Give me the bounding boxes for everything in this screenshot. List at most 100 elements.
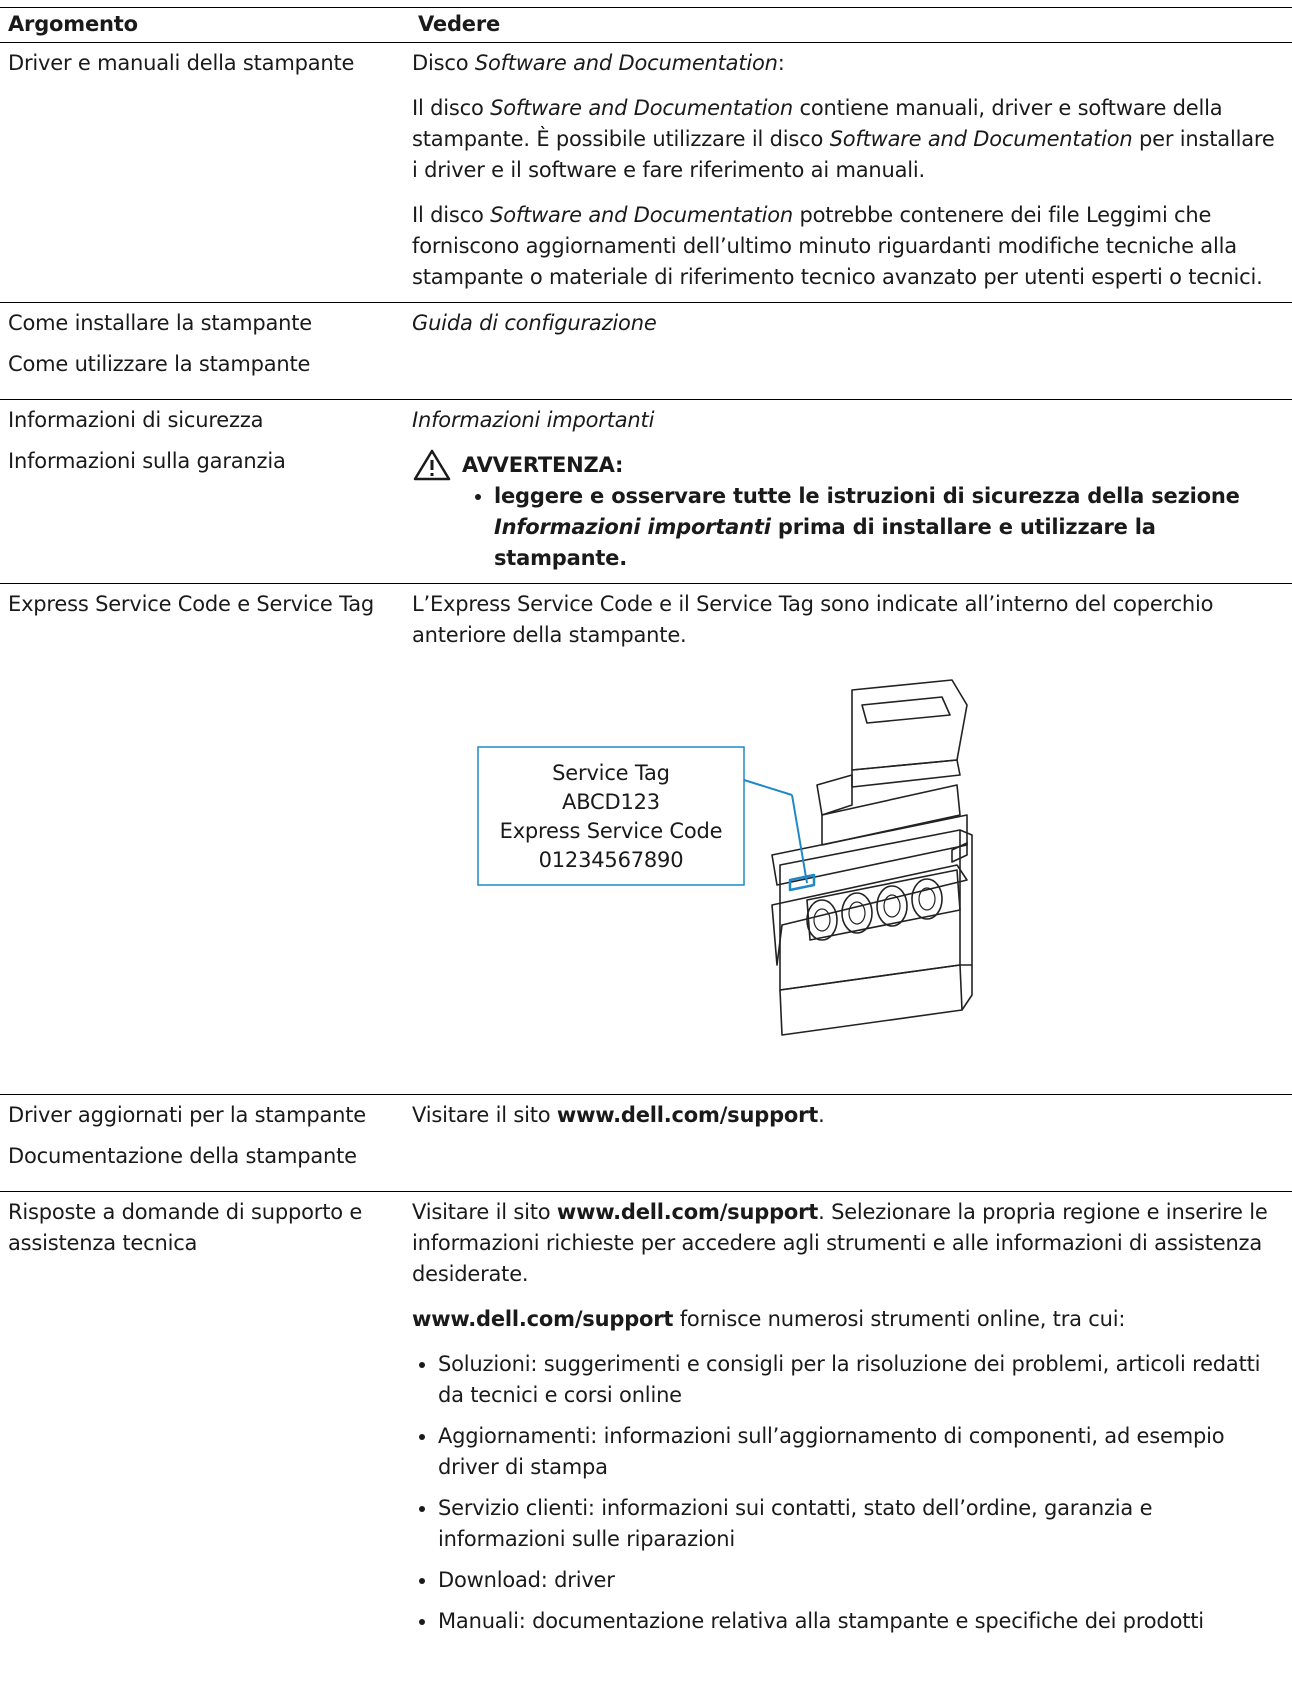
- paragraph: Guida di configurazione: [412, 308, 1282, 339]
- document-tray: [861, 696, 951, 724]
- warning-icon: [413, 449, 451, 481]
- text-run: prima di installare e utilizzare la stam…: [494, 515, 1156, 570]
- text-run: .: [818, 1103, 825, 1127]
- text-run: Download: driver: [438, 1568, 615, 1592]
- topic: Express Service Code e Service Tag: [8, 592, 375, 616]
- content-cell: L’Express Service Code e il Service Tag …: [410, 584, 1292, 1095]
- topic: Informazioni sulla garanzia: [8, 449, 286, 473]
- table-body: Driver e manuali della stampante Disco So…: [0, 43, 1292, 1657]
- text-run: per installare i driver e il software e …: [412, 127, 1275, 182]
- callout-box: [477, 746, 745, 886]
- header-row: Argomento Vedere: [0, 7, 1292, 43]
- italic-run: Guida di configurazione: [412, 311, 657, 335]
- toner-cartridge: [876, 885, 908, 927]
- toner-cap: [918, 887, 936, 911]
- callout-leader: [743, 779, 793, 796]
- topic: Come utilizzare la stampante: [8, 352, 311, 376]
- text-run: Il disco: [412, 96, 491, 120]
- table-row: Express Service Code e Service Tag L’Expr…: [0, 583, 1292, 1095]
- bold-run: www.dell.com/support: [556, 1103, 819, 1127]
- content-cell: Informazioni importanti AVVERTENZA: legger…: [410, 400, 1292, 584]
- paper-tray: [779, 964, 963, 1036]
- toner-cap: [813, 908, 831, 932]
- text-run: Il disco: [412, 203, 491, 227]
- scanner-lid: [851, 679, 968, 771]
- warning-body: AVVERTENZA: leggere e osservare tutte le …: [462, 450, 1282, 574]
- text-run: L’Express Service Code e il Service Tag …: [412, 592, 1214, 647]
- text-run: :: [777, 51, 785, 75]
- scanner-base: [851, 759, 961, 788]
- topic: Come installare la stampante: [8, 311, 312, 335]
- topic: Documentazione della stampante: [8, 1144, 357, 1168]
- paragraph: Il disco Software and Documentation potr…: [412, 200, 1282, 293]
- italic-run: Software and Documentation: [490, 203, 794, 227]
- callout-line: 01234567890: [539, 848, 684, 872]
- warning-list: leggere e osservare tutte le istruzioni …: [462, 481, 1282, 574]
- topic-cell: Express Service Code e Service Tag: [0, 584, 410, 1095]
- paragraph: Visitare il sito www.dell.com/support.: [412, 1100, 1282, 1131]
- toner-cartridge: [911, 878, 943, 920]
- handle: [951, 842, 968, 863]
- text-run: . Selezionare la propria regione e inser…: [412, 1200, 1268, 1286]
- header-cell: Vedere: [418, 12, 501, 36]
- content-cell: Guida di configurazione: [410, 303, 1292, 400]
- toner-cartridge: [841, 892, 873, 934]
- callout-line: Express Service Code: [500, 819, 723, 843]
- warning-item: leggere e osservare tutte le istruzioni …: [494, 481, 1282, 574]
- bold-run: www.dell.com/support: [556, 1200, 819, 1224]
- italic-run: Software and Documentation: [490, 96, 794, 120]
- header-cell: Argomento: [8, 12, 138, 36]
- list-item: Manuali: documentazione relativa alla st…: [438, 1606, 1282, 1637]
- paragraph: www.dell.com/support fornisce numerosi s…: [412, 1304, 1282, 1335]
- text-run: fornisce numerosi strumenti online, tra …: [673, 1307, 1126, 1331]
- content-cell: Visitare il sito www.dell.com/support. S…: [410, 1192, 1292, 1657]
- text-run: Visitare il sito: [412, 1200, 557, 1224]
- text-run: Manuali: documentazione relativa alla st…: [438, 1609, 1204, 1633]
- warning-title: AVVERTENZA:: [462, 453, 624, 477]
- side-edge: [959, 829, 973, 966]
- toner-cap: [883, 894, 901, 918]
- topic: Driver e manuali della stampante: [8, 51, 355, 75]
- list-item: Download: driver: [438, 1565, 1282, 1596]
- table-row: Informazioni di sicurezza Informazioni su…: [0, 399, 1292, 584]
- toner-cartridge: [806, 899, 838, 941]
- italic-run: Software and Documentation: [829, 127, 1133, 151]
- callout-line: Service Tag: [552, 761, 670, 785]
- text-run: leggere e osservare tutte le istruzioni …: [494, 484, 1240, 508]
- topic-cell: Driver aggiornati per la stampante Docume…: [0, 1095, 410, 1192]
- warning: AVVERTENZA: leggere e osservare tutte le …: [412, 449, 1282, 574]
- text-run: Servizio clienti: informazioni sui conta…: [438, 1496, 1153, 1551]
- paragraph: Disco Software and Documentation:: [412, 48, 1282, 79]
- topic: Risposte a domande di supporto e assiste…: [8, 1200, 363, 1255]
- topic: Informazioni di sicurezza: [8, 408, 264, 432]
- italic-run: Informazioni importanti: [494, 515, 771, 539]
- text-run: Visitare il sito: [412, 1103, 557, 1127]
- callout-leader: [791, 794, 808, 884]
- text-run: Disco: [412, 51, 475, 75]
- panel-front: [821, 784, 961, 846]
- illustration: Service Tag ABCD123 Express Service Code 01…: [477, 679, 973, 1036]
- text-run: Soluzioni: suggerimenti e consigli per l…: [438, 1352, 1261, 1407]
- front-door: [771, 864, 968, 966]
- topic: Driver aggiornati per la stampante: [8, 1103, 366, 1127]
- list-item: Servizio clienti: informazioni sui conta…: [438, 1493, 1282, 1555]
- table-row: Come installare la stampante Come utilizz…: [0, 302, 1292, 400]
- page: Argomento Vedere Driver e manuali della …: [0, 7, 1292, 1700]
- table-header: Argomento Vedere: [0, 7, 1292, 43]
- topic-cell: Risposte a domande di supporto e assiste…: [0, 1192, 410, 1657]
- callout-line: ABCD123: [562, 790, 660, 814]
- paragraph: Visitare il sito www.dell.com/support. S…: [412, 1197, 1282, 1290]
- topic-cell: Come installare la stampante Come utilizz…: [0, 303, 410, 400]
- paragraph: Informazioni importanti: [412, 405, 1282, 436]
- content-cell: Visitare il sito www.dell.com/support.: [410, 1095, 1292, 1192]
- bold-run: www.dell.com/support: [412, 1307, 674, 1331]
- list-item: Aggiornamenti: informazioni sull’aggiorn…: [438, 1421, 1282, 1483]
- list-item: Soluzioni: suggerimenti e consigli per l…: [438, 1349, 1282, 1411]
- warning-triangle: [413, 449, 451, 481]
- cartridge-bay: [806, 869, 961, 941]
- content-cell: Disco Software and Documentation: Il disc…: [410, 43, 1292, 303]
- table-row: Risposte a domande di supporto e assiste…: [0, 1191, 1292, 1657]
- control-panel: [816, 774, 853, 816]
- paragraph: L’Express Service Code e il Service Tag …: [412, 589, 1282, 651]
- text-run: potrebbe contenere dei file Leggimi che …: [412, 203, 1263, 289]
